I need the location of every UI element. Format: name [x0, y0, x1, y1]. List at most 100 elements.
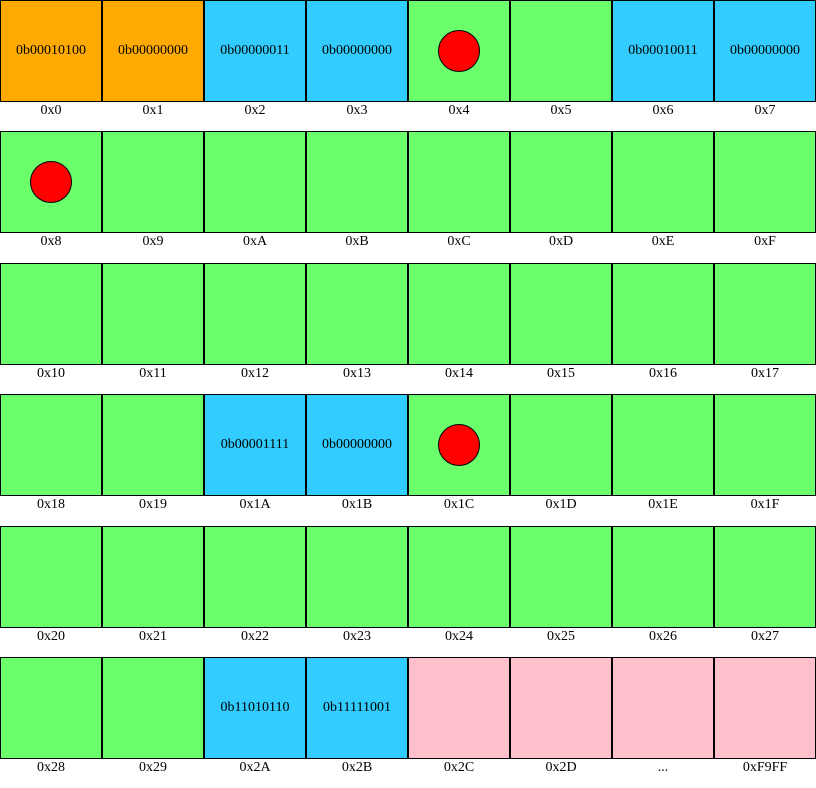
address-label: 0x2: [244, 103, 266, 118]
address-label: 0x24: [445, 629, 473, 644]
address-label: 0x1C: [443, 497, 475, 512]
memory-cell: 0b00010100: [0, 0, 102, 102]
address-label: 0x17: [751, 366, 779, 381]
memory-cell: [408, 0, 510, 102]
memory-cell: [510, 0, 612, 102]
address-label: 0x7: [754, 103, 776, 118]
memory-cell: [0, 657, 102, 759]
memory-cell: [204, 131, 306, 233]
address-label: 0x19: [139, 497, 167, 512]
address-label: 0x10: [37, 366, 65, 381]
cell-value: 0b00001111: [220, 437, 290, 452]
marker-dot-icon: [438, 424, 480, 466]
memory-cell: 0b00000000: [306, 394, 408, 496]
memory-cell: [714, 131, 816, 233]
address-label: 0xA: [242, 234, 268, 249]
address-label: 0x2A: [239, 760, 271, 775]
memory-row: 0x20 0x21 0x22 0x23 0x24 0x25 0x26 0x27: [0, 526, 816, 657]
address-label: 0x8: [40, 234, 62, 249]
address-label: 0x15: [547, 366, 575, 381]
memory-cell: [510, 394, 612, 496]
memory-cell: [0, 394, 102, 496]
address-label: 0x22: [241, 629, 269, 644]
address-label: 0xE: [651, 234, 675, 249]
address-label: 0xD: [548, 234, 574, 249]
address-label: 0x23: [343, 629, 371, 644]
memory-cell: [408, 263, 510, 365]
memory-cell: [0, 526, 102, 628]
address-label: 0x1A: [239, 497, 271, 512]
address-label: 0x14: [445, 366, 473, 381]
address-label: 0xF: [754, 234, 776, 249]
address-label: 0x1: [142, 103, 164, 118]
memory-cell: [102, 131, 204, 233]
address-label: 0x27: [751, 629, 779, 644]
memory-cell: 0b00000011: [204, 0, 306, 102]
memory-row: 0b00010100 0x0 0b00000000 0x1 0b00000011 0x2 0…: [0, 0, 816, 131]
address-label: 0x28: [37, 760, 65, 775]
memory-cell: [102, 263, 204, 365]
memory-row: 0x10 0x11 0x12 0x13 0x14 0x15 0x16 0x17: [0, 263, 816, 394]
address-label: 0x29: [139, 760, 167, 775]
address-label: 0x20: [37, 629, 65, 644]
memory-row: 0x8 0x9 0xA 0xB 0xC 0xD 0xE 0xF: [0, 131, 816, 262]
memory-cell: 0b00000000: [306, 0, 408, 102]
marker-dot-icon: [438, 30, 480, 72]
address-label: 0x1D: [545, 497, 577, 512]
memory-cell: [612, 263, 714, 365]
memory-cell: [204, 263, 306, 365]
memory-cell: [0, 131, 102, 233]
address-label: 0x11: [139, 366, 167, 381]
memory-cell: 0b00000000: [714, 0, 816, 102]
cell-value: 0b00000000: [322, 43, 392, 58]
cell-value: 0b00000000: [118, 43, 188, 58]
cell-value: 0b00000000: [730, 43, 800, 58]
memory-cell: [714, 263, 816, 365]
memory-cell: [714, 657, 816, 759]
memory-cell: [714, 526, 816, 628]
address-label: 0x26: [649, 629, 677, 644]
address-label: 0x0: [40, 103, 62, 118]
address-label: 0x3: [346, 103, 368, 118]
address-label: ...: [657, 760, 669, 775]
address-label: 0x4: [448, 103, 470, 118]
cell-value: 0b11111001: [323, 700, 391, 715]
address-label: 0xF9FF: [742, 760, 788, 775]
marker-dot-icon: [30, 161, 72, 203]
address-label: 0x5: [550, 103, 572, 118]
address-label: 0x2C: [443, 760, 475, 775]
memory-cell: [408, 131, 510, 233]
memory-cell: [510, 657, 612, 759]
memory-cell: [510, 526, 612, 628]
memory-cell: [102, 657, 204, 759]
memory-cell: [612, 526, 714, 628]
memory-cell: 0b11010110: [204, 657, 306, 759]
memory-cell: [408, 526, 510, 628]
cell-value: 0b00000011: [220, 43, 290, 58]
cell-value: 0b11010110: [220, 700, 290, 715]
address-label: 0xB: [345, 234, 369, 249]
address-label: 0xC: [447, 234, 471, 249]
memory-cell: [306, 131, 408, 233]
address-label: 0x18: [37, 497, 65, 512]
address-label: 0x2D: [545, 760, 577, 775]
memory-cell: [0, 263, 102, 365]
memory-cell: [612, 131, 714, 233]
memory-cell: 0b11111001: [306, 657, 408, 759]
memory-cell: 0b00000000: [102, 0, 204, 102]
address-label: 0x6: [652, 103, 674, 118]
cell-value: 0b00010011: [628, 43, 698, 58]
memory-row: 0x18 0x19 0b00001111 0x1A 0b00000000 0x1B 0x1C…: [0, 394, 816, 525]
memory-cell: 0b00001111: [204, 394, 306, 496]
memory-cell: [612, 394, 714, 496]
memory-cell: [306, 263, 408, 365]
memory-row: 0x28 0x29 0b11010110 0x2A 0b11111001 0x2B 0x2C…: [0, 657, 816, 788]
memory-cell: [102, 394, 204, 496]
memory-cell: [408, 394, 510, 496]
address-label: 0x9: [142, 234, 164, 249]
address-label: 0x1F: [750, 497, 780, 512]
memory-cell: [510, 263, 612, 365]
memory-cell: [510, 131, 612, 233]
memory-cell: [102, 526, 204, 628]
